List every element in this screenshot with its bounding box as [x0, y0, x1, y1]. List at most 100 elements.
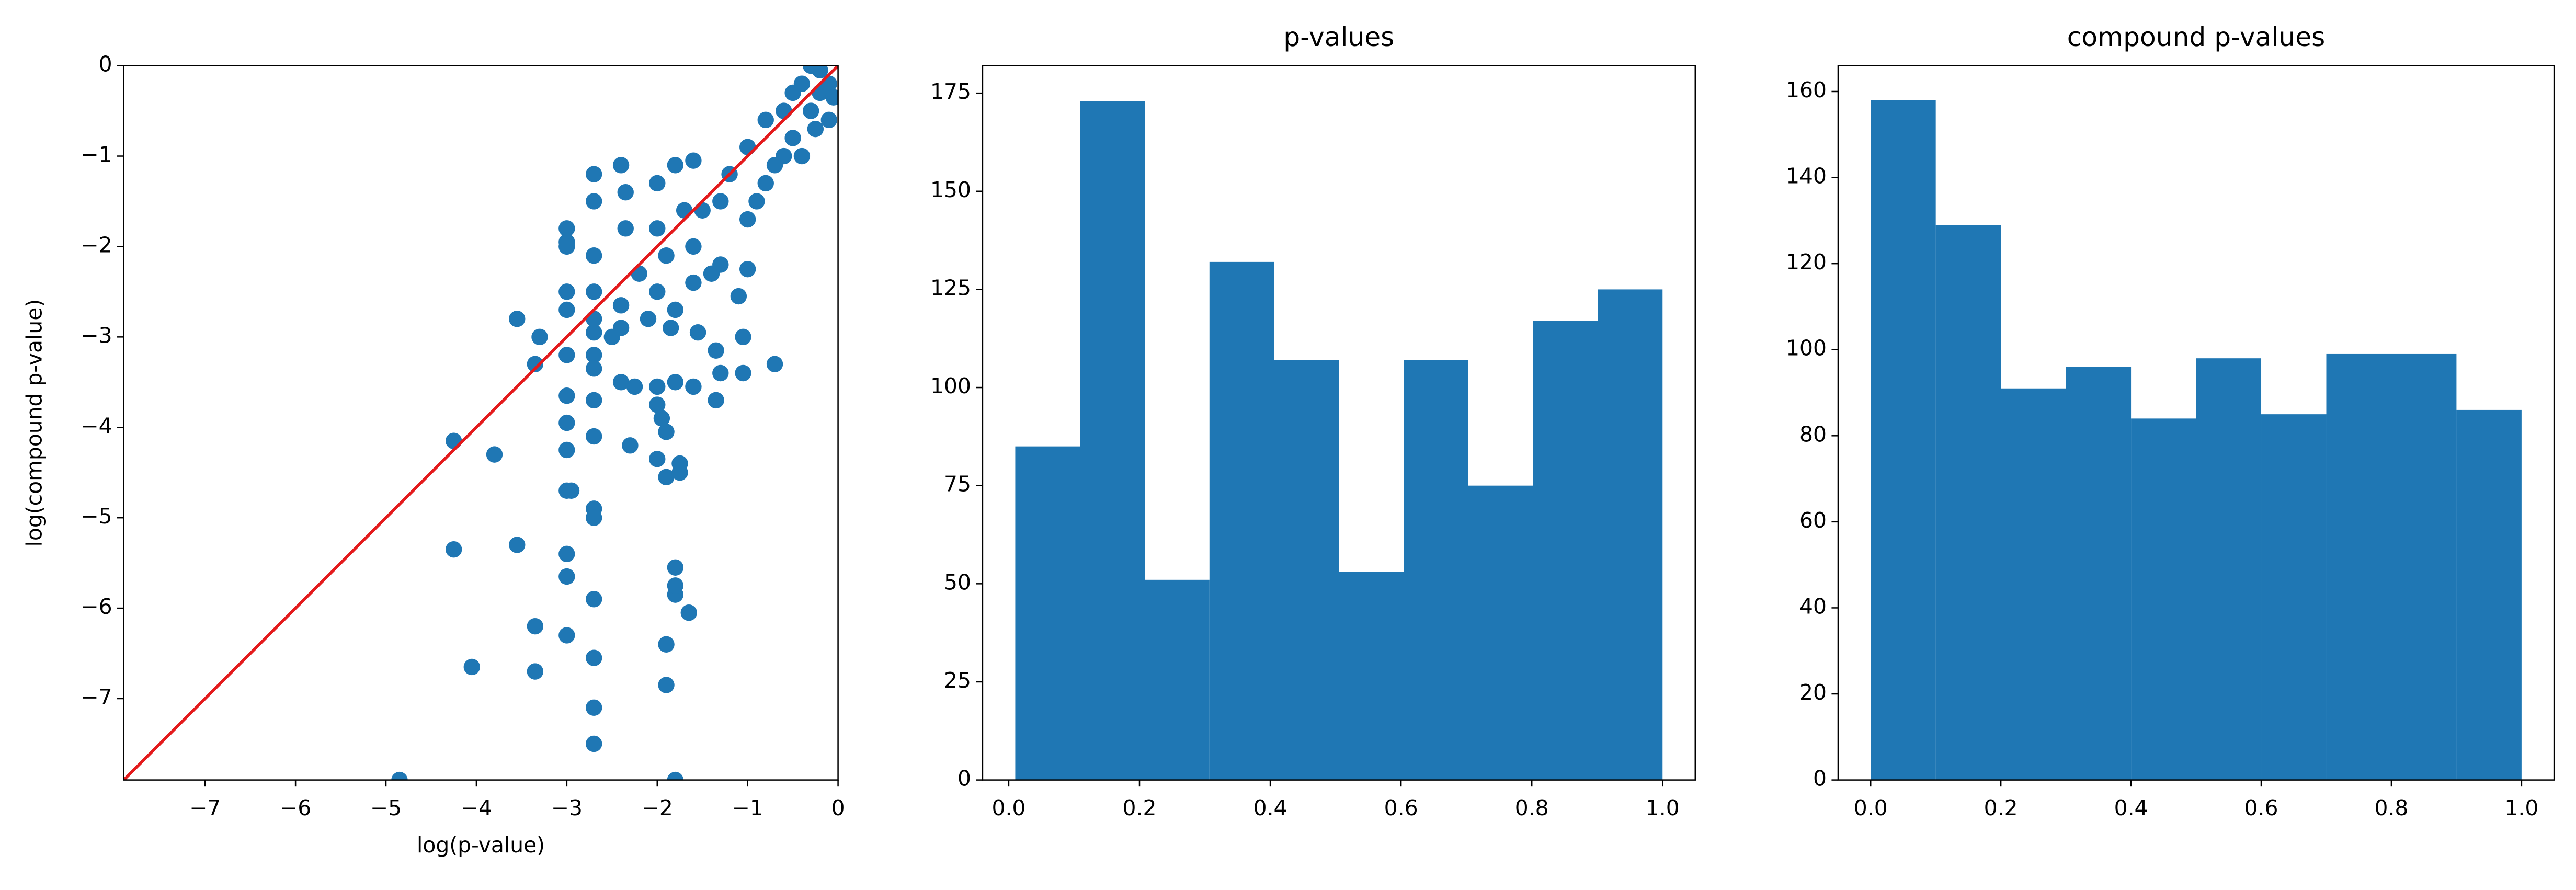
y-tick-label: 150: [930, 177, 971, 202]
x-tick-label: 0.2: [1123, 795, 1157, 820]
y-tick-label: 20: [1799, 680, 1827, 705]
y-tick-label: 160: [1786, 77, 1827, 102]
plot-area: [1871, 100, 2522, 780]
point: [667, 559, 684, 576]
point: [586, 193, 602, 210]
point: [563, 482, 580, 499]
point: [730, 288, 747, 305]
chart-title: p-values: [1283, 21, 1394, 52]
point: [586, 735, 602, 752]
point: [658, 247, 675, 264]
point: [586, 591, 602, 608]
x-tick-label: 0.0: [1854, 795, 1888, 820]
plot-area: [123, 65, 838, 780]
point: [766, 356, 783, 372]
point: [703, 265, 720, 282]
point: [640, 311, 657, 327]
y-tick-label: −2: [81, 232, 112, 257]
point: [558, 545, 575, 563]
y-tick-label: 60: [1799, 508, 1827, 533]
x-tick-label: −3: [551, 795, 583, 820]
point: [558, 347, 575, 363]
axes-frame: [1837, 65, 2555, 781]
y-axis-label: log(compound p-value): [22, 299, 47, 547]
chart-title: compound p-values: [2067, 21, 2326, 52]
point: [739, 211, 756, 228]
y-tick-label: 50: [944, 569, 971, 595]
axes-frame: [123, 65, 839, 781]
y-tick-label: 175: [930, 79, 971, 104]
point: [649, 220, 666, 237]
point: [812, 65, 828, 78]
x-tick-label: 0.4: [1253, 795, 1287, 820]
bar: [1404, 360, 1468, 780]
point: [803, 102, 819, 119]
y-tick-label: 75: [944, 472, 971, 497]
axes-frame: [982, 65, 1696, 781]
point: [463, 658, 480, 676]
point: [586, 428, 602, 445]
point: [486, 446, 503, 463]
bar: [1274, 360, 1339, 780]
point: [671, 455, 688, 472]
point: [558, 568, 575, 585]
point: [676, 202, 693, 219]
point: [757, 175, 774, 192]
bar: [2326, 353, 2391, 780]
y-tick-label: 25: [944, 668, 971, 693]
point: [649, 378, 666, 395]
point: [784, 130, 801, 146]
point: [735, 364, 751, 382]
point: [649, 175, 666, 192]
point: [586, 166, 602, 182]
point: [586, 283, 602, 300]
x-tick-label: 0.6: [2244, 795, 2278, 820]
bar: [1468, 485, 1533, 780]
x-tick-label: 0.6: [1384, 795, 1418, 820]
point: [649, 283, 666, 300]
point: [612, 297, 630, 314]
point: [586, 699, 602, 716]
point: [807, 120, 824, 138]
point: [825, 89, 838, 106]
point: [694, 202, 711, 219]
point: [685, 152, 702, 169]
bar: [2131, 418, 2196, 780]
point: [558, 301, 575, 318]
y-tick-label: −3: [81, 323, 112, 348]
point: [658, 677, 675, 693]
y-tick-label: −4: [81, 413, 112, 438]
bar: [1015, 446, 1080, 780]
point: [603, 328, 621, 346]
point: [712, 364, 729, 382]
point: [739, 260, 756, 278]
point: [820, 111, 837, 129]
point: [685, 378, 702, 395]
point: [708, 392, 724, 409]
bar: [2391, 353, 2457, 780]
y-tick-label: 0: [958, 766, 971, 791]
y-tick-label: 100: [1786, 336, 1827, 361]
point: [658, 469, 675, 486]
y-tick-label: −5: [81, 504, 112, 529]
x-tick-label: −6: [280, 795, 311, 820]
point: [667, 374, 684, 391]
point: [739, 139, 756, 155]
bar: [1935, 225, 2001, 780]
point: [527, 618, 544, 635]
point: [586, 649, 602, 666]
y-tick-label: 0: [1813, 766, 1827, 791]
point: [622, 437, 639, 454]
x-tick-label: 0.8: [2374, 795, 2408, 820]
bar: [1598, 289, 1663, 780]
y-tick-label: −1: [81, 142, 112, 167]
point: [685, 238, 702, 255]
point: [586, 509, 602, 526]
point: [631, 265, 647, 282]
point: [658, 424, 675, 440]
x-tick-label: 0.8: [1515, 795, 1549, 820]
plot-area: [1015, 101, 1663, 780]
point: [667, 301, 684, 318]
x-tick-label: 0.2: [1984, 795, 2018, 820]
